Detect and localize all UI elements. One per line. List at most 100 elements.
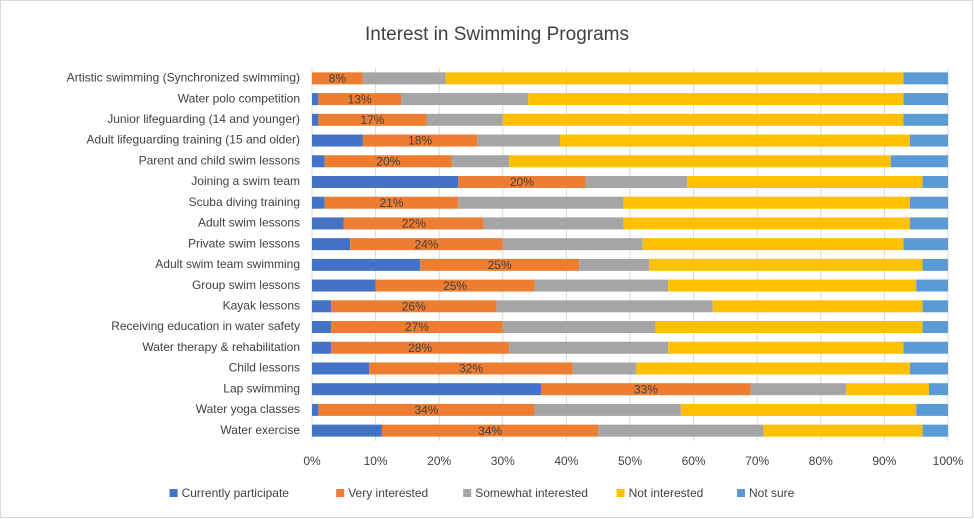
bar-segment — [375, 279, 535, 292]
y-tick-label: Water yoga classes — [196, 402, 300, 416]
x-tick-label: 20% — [427, 454, 451, 468]
bar-segment — [318, 403, 535, 416]
y-tick-label: Scuba diving training — [189, 195, 300, 209]
y-tick-label: Group swim lessons — [192, 278, 300, 292]
bar-segment — [477, 134, 561, 147]
bar-segment — [636, 362, 910, 375]
bar-segment — [312, 113, 319, 126]
bar-segment — [312, 341, 332, 354]
bar-segment — [420, 258, 580, 271]
bar-segment — [312, 93, 319, 106]
bar-segment — [312, 175, 459, 188]
bar-segment — [928, 383, 948, 396]
bar-segment — [458, 196, 624, 209]
bar-segment — [312, 238, 351, 251]
x-tick-label: 60% — [682, 454, 706, 468]
bar-segment — [712, 300, 923, 313]
bar-segment — [903, 93, 948, 106]
data-label: 18% — [408, 134, 432, 148]
bar-segment — [922, 300, 948, 313]
x-tick-label: 10% — [364, 454, 388, 468]
bar-segment — [502, 321, 656, 334]
y-tick-label: Adult swim team swimming — [155, 257, 300, 271]
data-label: 27% — [405, 320, 429, 334]
bar-segment — [598, 424, 764, 437]
data-label: 22% — [402, 217, 426, 231]
data-label: 24% — [414, 237, 438, 251]
bar-segment — [312, 258, 421, 271]
bar-segment — [318, 113, 427, 126]
data-label: 25% — [488, 258, 512, 272]
bar-segment — [458, 175, 586, 188]
bar-segment — [903, 113, 948, 126]
bar-segment — [331, 341, 510, 354]
data-label: 13% — [348, 92, 372, 106]
bar-segment — [623, 217, 910, 230]
bar-segment — [483, 217, 624, 230]
data-label: 26% — [402, 299, 426, 313]
y-tick-label: Adult lifeguarding training (15 and olde… — [87, 133, 300, 147]
bar-segment — [350, 238, 503, 251]
bar-segment — [312, 403, 319, 416]
x-tick-label: 90% — [872, 454, 896, 468]
bar-segment — [534, 279, 669, 292]
legend-label: Somewhat interested — [475, 486, 588, 500]
legend-label: Very interested — [348, 486, 428, 500]
bar-segment — [312, 424, 382, 437]
legend-label: Currently participate — [182, 486, 290, 500]
bar-segment — [401, 93, 529, 106]
bar-segment — [903, 238, 948, 251]
bar-segment — [909, 196, 948, 209]
bar-segment — [509, 155, 891, 168]
y-tick-label: Child lessons — [229, 361, 300, 375]
x-tick-label: 80% — [809, 454, 833, 468]
bar-segment — [649, 258, 923, 271]
bar-segment — [534, 403, 681, 416]
bar-segment — [324, 155, 452, 168]
x-tick-label: 50% — [618, 454, 642, 468]
x-tick-label: 0% — [303, 454, 321, 468]
bar-segment — [922, 424, 948, 437]
bar-segment — [312, 383, 541, 396]
data-label: 34% — [414, 403, 438, 417]
bar-segment — [680, 403, 917, 416]
bar-segment — [312, 279, 376, 292]
bar-segment — [668, 279, 917, 292]
x-tick-label: 40% — [554, 454, 578, 468]
bar-segment — [687, 175, 923, 188]
chart-title: Interest in Swimming Programs — [365, 24, 629, 45]
bar-segment — [426, 113, 503, 126]
bar-segment — [579, 258, 650, 271]
bar-segment — [560, 134, 910, 147]
bar-segment — [331, 300, 497, 313]
y-tick-label: Adult swim lessons — [198, 216, 300, 230]
data-label: 32% — [459, 362, 483, 376]
data-label: 20% — [510, 175, 534, 189]
bar-segment — [922, 258, 948, 271]
bar-segment — [903, 72, 948, 85]
bar-segment — [312, 362, 370, 375]
y-tick-label: Water polo competition — [178, 91, 300, 105]
data-label: 17% — [360, 113, 384, 127]
bar-segment — [318, 93, 402, 106]
bar-segment — [343, 217, 484, 230]
bar-segment — [668, 341, 904, 354]
bar-segment — [572, 362, 637, 375]
y-tick-label: Joining a swim team — [191, 174, 300, 188]
data-label: 33% — [634, 382, 658, 396]
y-tick-label: Water therapy & rehabilitation — [142, 340, 300, 354]
bar-segment — [445, 72, 904, 85]
data-label: 28% — [408, 341, 432, 355]
bar-segment — [312, 134, 363, 147]
y-tick-label: Artistic swimming (Synchronized swimming… — [67, 71, 300, 85]
bar-segment — [763, 424, 923, 437]
bar-segment — [381, 424, 599, 437]
bar-segment — [324, 196, 459, 209]
y-tick-label: Receiving education in water safety — [111, 319, 300, 333]
bar-segment — [585, 175, 688, 188]
bar-segment — [451, 155, 510, 168]
legend-swatch — [463, 489, 472, 497]
bar-segment — [312, 196, 325, 209]
bar-segment — [502, 238, 643, 251]
